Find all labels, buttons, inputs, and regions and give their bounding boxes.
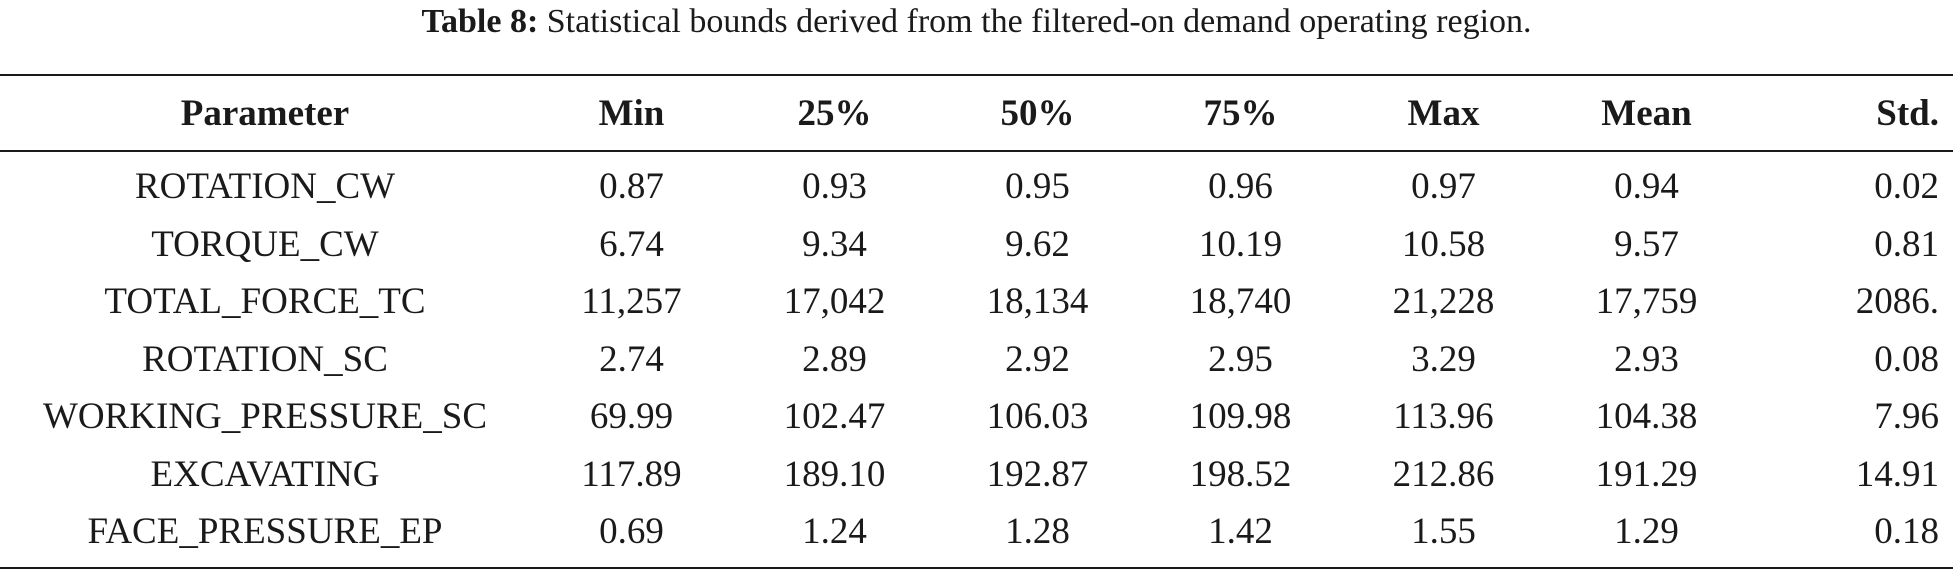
table-header: Parameter Min 25% 50% 75% Max Mean Std. [0, 75, 1953, 151]
cell-mean: 17,759 [1595, 281, 1698, 323]
header-mean: Mean [1601, 92, 1692, 134]
cell-parameter: FACE_PRESSURE_EP [87, 511, 443, 553]
cell-25: 189.10 [783, 453, 886, 495]
cell-50: 9.62 [1005, 223, 1070, 265]
caption-label: Table 8: [421, 3, 539, 40]
header-75: 75% [1203, 92, 1278, 134]
table-row: EXCAVATING 117.89 189.10 192.87 198.52 2… [0, 446, 1953, 504]
cell-25: 0.93 [802, 166, 867, 208]
cell-std: 0.08 [1874, 338, 1939, 380]
cell-min: 2.74 [599, 338, 664, 380]
cell-mean: 104.38 [1595, 396, 1698, 438]
cell-50: 106.03 [986, 396, 1089, 438]
table-row: ROTATION_SC 2.74 2.89 2.92 2.95 3.29 2.9… [0, 331, 1953, 389]
cell-mean: 2.93 [1614, 338, 1679, 380]
cell-min: 0.69 [599, 511, 664, 553]
header-25: 25% [797, 92, 872, 134]
cell-std: 0.18 [1874, 511, 1939, 553]
cell-25: 17,042 [783, 281, 886, 323]
cell-50: 18,134 [986, 281, 1089, 323]
cell-max: 10.58 [1401, 223, 1486, 265]
header-row: Parameter Min 25% 50% 75% Max Mean Std. [0, 75, 1953, 151]
cell-mean: 9.57 [1614, 223, 1679, 265]
cell-std: 2086. [1855, 281, 1939, 323]
cell-max: 1.55 [1411, 511, 1476, 553]
statistics-table-container: Parameter Min 25% 50% 75% Max Mean Std. … [0, 74, 1953, 569]
cell-mean: 1.29 [1614, 511, 1679, 553]
cell-std: 0.02 [1874, 166, 1939, 208]
header-50: 50% [1000, 92, 1075, 134]
statistics-table: Parameter Min 25% 50% 75% Max Mean Std. … [0, 74, 1953, 569]
cell-75: 2.95 [1208, 338, 1273, 380]
cell-75: 198.52 [1189, 453, 1292, 495]
cell-std: 14.91 [1855, 453, 1939, 495]
table-body: ROTATION_CW 0.87 0.93 0.95 0.96 0.97 0.9… [0, 151, 1953, 568]
cell-parameter: TOTAL_FORCE_TC [104, 281, 426, 323]
cell-min: 69.99 [589, 396, 674, 438]
header-max: Max [1407, 92, 1480, 134]
header-min: Min [598, 92, 665, 134]
cell-25: 2.89 [802, 338, 867, 380]
cell-std: 7.96 [1874, 396, 1939, 438]
cell-50: 192.87 [986, 453, 1089, 495]
cell-parameter: ROTATION_CW [134, 166, 396, 208]
cell-parameter: WORKING_PRESSURE_SC [42, 396, 488, 438]
cell-25: 9.34 [802, 223, 867, 265]
cell-max: 0.97 [1411, 166, 1476, 208]
table-row: TORQUE_CW 6.74 9.34 9.62 10.19 10.58 9.5… [0, 216, 1953, 274]
cell-parameter: EXCAVATING [150, 453, 380, 495]
cell-50: 1.28 [1005, 511, 1070, 553]
cell-max: 3.29 [1411, 338, 1476, 380]
table-row: WORKING_PRESSURE_SC 69.99 102.47 106.03 … [0, 388, 1953, 446]
cell-50: 2.92 [1005, 338, 1070, 380]
cell-std: 0.81 [1874, 223, 1939, 265]
cell-75: 0.96 [1208, 166, 1273, 208]
cell-min: 11,257 [581, 281, 682, 323]
cell-25: 1.24 [802, 511, 867, 553]
cell-max: 113.96 [1393, 396, 1494, 438]
caption-text: Statistical bounds derived from the filt… [546, 3, 1532, 40]
cell-75: 109.98 [1189, 396, 1292, 438]
cell-parameter: TORQUE_CW [151, 223, 379, 265]
header-parameter: Parameter [180, 92, 350, 134]
cell-min: 0.87 [599, 166, 664, 208]
cell-75: 1.42 [1208, 511, 1273, 553]
cell-min: 117.89 [581, 453, 682, 495]
cell-50: 0.95 [1005, 166, 1070, 208]
cell-75: 10.19 [1198, 223, 1283, 265]
table-row: TOTAL_FORCE_TC 11,257 17,042 18,134 18,7… [0, 273, 1953, 331]
cell-min: 6.74 [599, 223, 664, 265]
cell-25: 102.47 [783, 396, 886, 438]
header-std: Std. [1876, 92, 1939, 134]
table-row: ROTATION_CW 0.87 0.93 0.95 0.96 0.97 0.9… [0, 151, 1953, 216]
cell-max: 21,228 [1392, 281, 1495, 323]
cell-mean: 191.29 [1595, 453, 1698, 495]
cell-mean: 0.94 [1614, 166, 1679, 208]
cell-75: 18,740 [1189, 281, 1292, 323]
cell-max: 212.86 [1392, 453, 1495, 495]
table-caption: Table 8: Statistical bounds derived from… [0, 2, 1953, 42]
cell-parameter: ROTATION_SC [142, 338, 388, 380]
table-row: FACE_PRESSURE_EP 0.69 1.24 1.28 1.42 1.5… [0, 503, 1953, 568]
